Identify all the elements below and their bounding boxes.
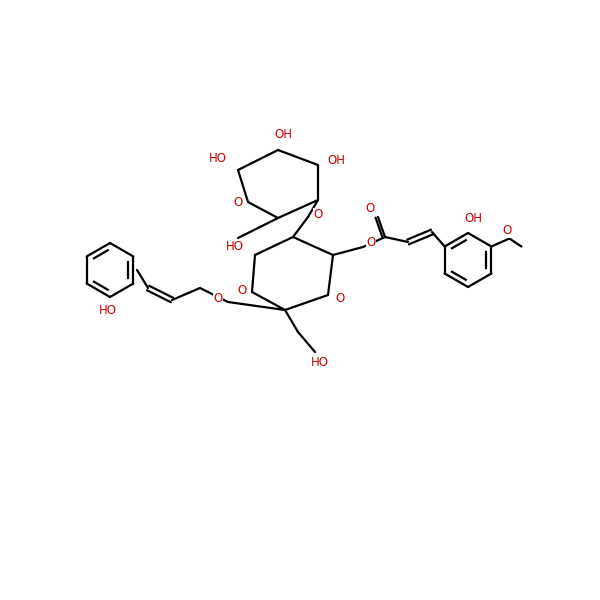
Text: O: O [313, 208, 323, 221]
Text: HO: HO [311, 355, 329, 368]
Text: O: O [214, 292, 223, 304]
Text: O: O [365, 202, 374, 215]
Text: HO: HO [99, 304, 117, 317]
Text: O: O [238, 283, 247, 296]
Text: O: O [503, 224, 512, 237]
Text: HO: HO [226, 241, 244, 253]
Text: O: O [367, 235, 376, 248]
Text: OH: OH [327, 154, 345, 166]
Text: OH: OH [464, 212, 482, 226]
Text: HO: HO [209, 151, 227, 164]
Text: O: O [233, 196, 242, 208]
Text: O: O [335, 292, 344, 304]
Text: OH: OH [274, 128, 292, 142]
